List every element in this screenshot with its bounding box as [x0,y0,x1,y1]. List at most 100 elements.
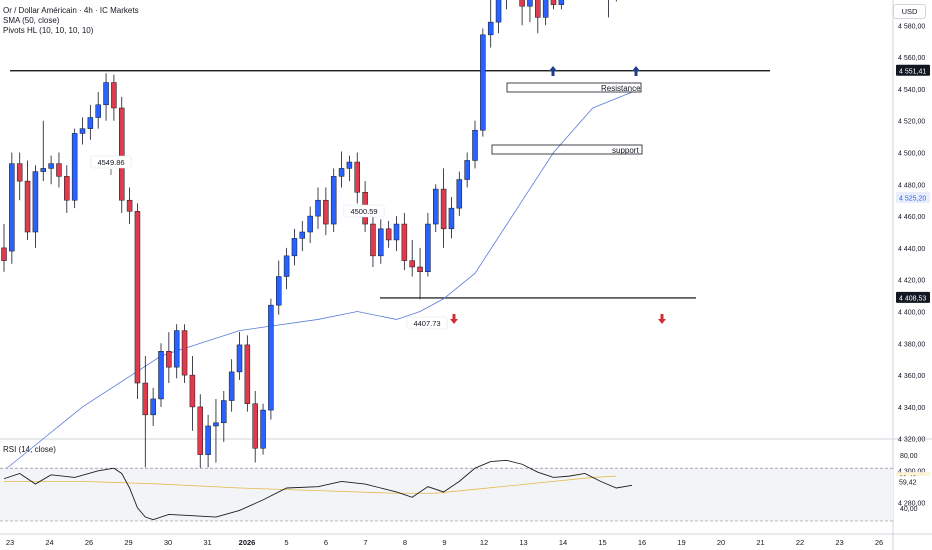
pivot-high-label-box [90,155,132,169]
resistance-zone [506,82,642,93]
candle-body [126,199,133,212]
candle-body [40,168,46,172]
candle-body [385,228,392,241]
pivot-high-label: 4549.86 [97,158,124,167]
candle-body [197,406,203,455]
rsi-ma-value-tag-bg [896,476,930,488]
rsi-ma-line [4,475,617,494]
candle-body [181,330,188,376]
candle-body [558,0,565,5]
x-tick-label: 31 [203,538,211,547]
rsi-tick-label: 40,00 [900,506,918,513]
candle-body [71,133,78,201]
candle-body [228,371,235,401]
candle-body [32,171,39,233]
candle-body [330,176,337,225]
candle-body [189,374,196,408]
candle-body [236,344,243,373]
resistance-zone-label: Resistance [601,84,641,93]
resistance-price-tag-bg [896,64,930,76]
support-zone [491,144,643,155]
x-tick-label: 22 [796,538,804,547]
candle-body [150,398,156,416]
x-tick-label: 19 [677,538,685,547]
candle-body [440,188,447,230]
candle-body [111,82,117,109]
pivot-high-label-box [343,204,385,218]
x-tick-label: 5 [284,538,288,547]
candle-body [221,400,227,424]
y-tick-label: 4 580,00 [898,23,925,30]
candle-body [456,179,463,209]
pivot-low-label-box [406,316,448,330]
candle-body [338,168,345,177]
pivot-low-label: 4407.73 [413,319,440,328]
up-arrow-icon [549,66,557,76]
x-tick-label: 16 [638,538,646,547]
candle-body [472,129,478,161]
candle-body [323,199,329,225]
candle-body [87,117,94,129]
candle-body [103,82,109,106]
candle-body [119,107,125,201]
down-arrow-icon [450,314,458,324]
candle-body [9,163,15,252]
candle-body [417,266,423,273]
x-tick-label: 8 [403,538,407,547]
candle-body [283,255,290,277]
candle-body [95,104,101,118]
x-tick-label: 12 [480,538,488,547]
y-tick-label: 4 420,00 [898,278,925,285]
x-tick-label: 2026 [239,538,256,547]
rsi-ma-value-tag: 59,42 [899,480,917,487]
candle-body [519,0,525,7]
x-tick-label: 29 [124,538,132,547]
candle-body [205,425,211,455]
candle-body [315,199,321,217]
y-tick-label: 4 340,00 [898,405,925,412]
candle-body [401,223,408,261]
candle-body [527,0,533,7]
support-zone-label: support [612,146,639,155]
sma-line [3,91,633,471]
x-tick-label: 14 [559,538,567,547]
x-tick-label: 15 [598,538,606,547]
candle-body [542,0,549,18]
y-tick-label: 4 560,00 [898,55,925,62]
candle-body [409,260,415,268]
candle-body [487,21,494,36]
y-tick-label: 4 520,00 [898,119,925,126]
candle-body [354,161,360,193]
x-tick-label: 23 [835,538,843,547]
x-tick-label: 24 [45,538,53,547]
candle-body [291,238,298,257]
candle-body [252,403,258,449]
sma-price-tag-bg [896,192,930,203]
candle-body [346,161,353,169]
y-tick-label: 4 480,00 [898,182,925,189]
y-tick-label: 4 320,00 [898,437,925,444]
x-tick-label: 20 [717,538,725,547]
candle-body [268,304,274,411]
candle-body [134,211,141,384]
candle-body [448,207,455,230]
candle-body [260,409,266,449]
candle-body [464,160,470,180]
candle-body [244,344,251,404]
x-tick-label: 21 [756,538,764,547]
candle-body [142,382,149,416]
candle-body [56,163,62,177]
candle-body [535,0,541,18]
x-tick-label: 6 [324,538,328,547]
y-tick-label: 4 360,00 [898,373,925,380]
support-price-tag: 4 408,53 [899,295,926,302]
candle-body [158,351,164,400]
resistance-price-tag: 4 551,41 [899,68,926,75]
x-tick-label: 7 [363,538,367,547]
candle-body [166,351,172,368]
y-tick-label: 4 460,00 [898,214,925,221]
candle-body [550,0,557,5]
candle-body [370,223,376,257]
x-tick-label: 26 [85,538,93,547]
